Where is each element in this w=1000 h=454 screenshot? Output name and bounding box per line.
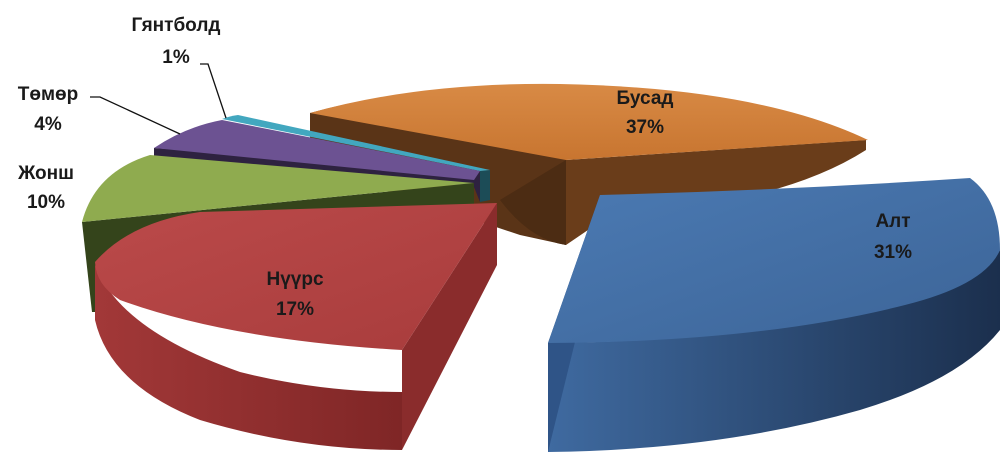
label-alt-value: 31% [874, 242, 912, 263]
label-nuurs-value: 17% [276, 299, 314, 320]
leader-line-gyantbold [200, 63, 227, 119]
slice-busad [310, 83, 868, 245]
slice-tomor-side [154, 148, 480, 202]
label-busad-value: 37% [626, 117, 664, 138]
label-alt-name: Алт [875, 211, 910, 232]
label-gyantbold-value: 1% [162, 47, 190, 68]
slice-jonsh-top [82, 155, 474, 222]
leader-line-tomor [90, 96, 181, 135]
slice-busad-side-front [500, 160, 566, 245]
label-nuurs-name: Нүүрс [266, 269, 323, 290]
slice-nuurs [95, 203, 497, 450]
label-jonsh-value: 10% [27, 192, 65, 213]
slice-nuurs-side [95, 265, 402, 450]
slice-gyantbold-side [480, 170, 490, 202]
label-tomor-name: Төмөр [18, 84, 78, 105]
label-gyantbold-name: Гянтболд [132, 15, 221, 36]
slice-nuurs-side-cut [402, 203, 497, 450]
slice-nuurs-top [95, 203, 497, 350]
label-busad-name: Бусад [617, 88, 674, 109]
slice-gyantbold [222, 115, 490, 202]
slice-tomor-top [154, 120, 480, 180]
slice-busad-top [310, 83, 868, 160]
label-jonsh-name: Жонш [17, 163, 74, 184]
slice-alt-top [548, 178, 1000, 343]
slice-gyantbold-top [222, 115, 490, 171]
slice-alt [548, 178, 1000, 452]
label-tomor-value: 4% [34, 114, 62, 135]
slice-alt-side [548, 250, 1000, 452]
slice-tomor [154, 120, 480, 202]
